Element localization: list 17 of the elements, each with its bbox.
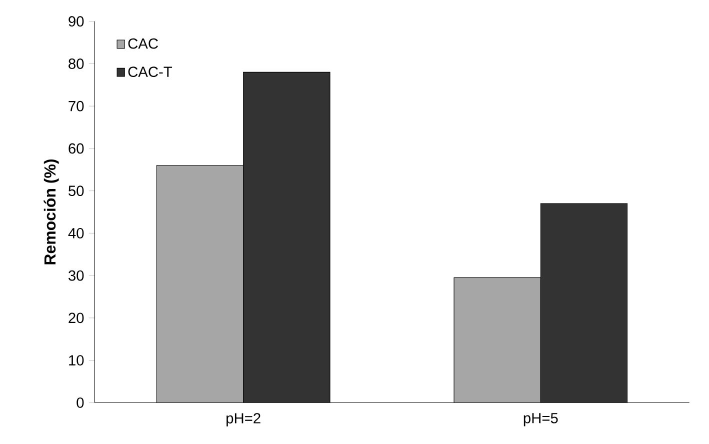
y-axis-title: Remoción (%) bbox=[44, 159, 59, 264]
bar bbox=[454, 277, 541, 403]
x-tick-label: pH=5 bbox=[524, 413, 558, 426]
legend-label: CAC bbox=[128, 38, 158, 49]
y-tick-label: 80 bbox=[68, 58, 84, 69]
bar bbox=[156, 165, 244, 403]
y-tick-label: 60 bbox=[68, 143, 84, 154]
y-tick-label: 0 bbox=[76, 397, 84, 408]
y-tick-label: 40 bbox=[68, 228, 84, 238]
y-tick-label: 20 bbox=[68, 312, 84, 324]
x-tick-label: pH=2 bbox=[226, 413, 260, 426]
y-tick-label: 50 bbox=[68, 186, 84, 196]
y-tick-label: 90 bbox=[68, 16, 84, 27]
legend-label: CAC-T bbox=[128, 66, 172, 78]
y-tick-label: 30 bbox=[68, 270, 84, 281]
y-tick-label: 70 bbox=[68, 100, 84, 112]
y-tick-label: 10 bbox=[69, 355, 84, 366]
